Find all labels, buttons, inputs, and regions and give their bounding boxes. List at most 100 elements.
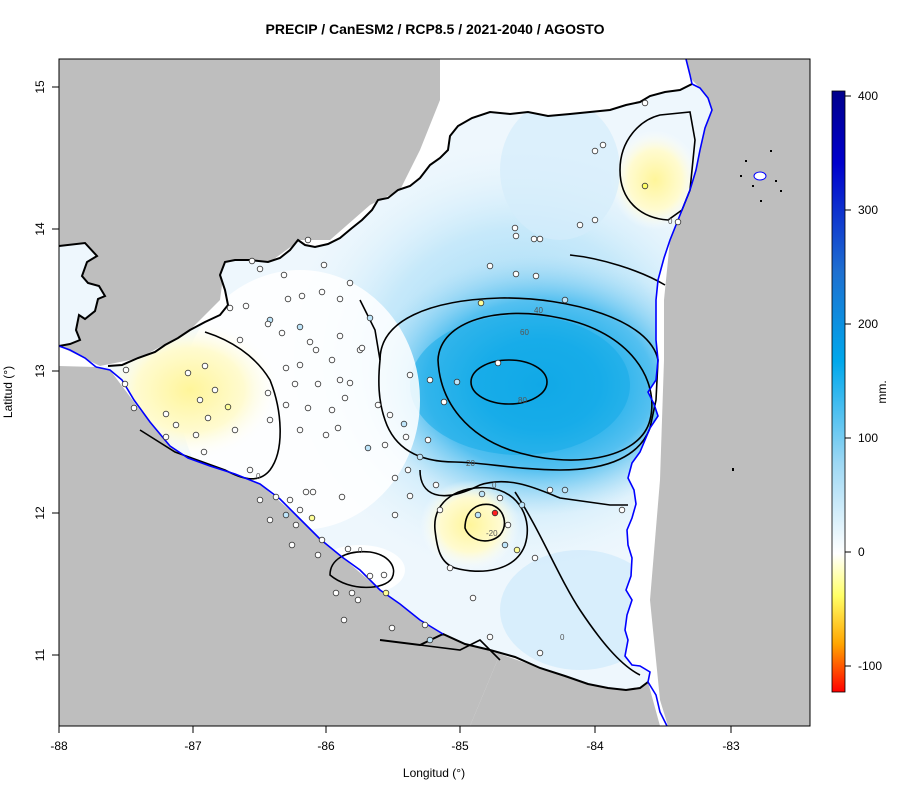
station-marker	[328, 406, 336, 414]
station-marker	[364, 444, 372, 452]
station-marker	[512, 232, 520, 240]
station-marker	[641, 182, 649, 190]
station-marker	[469, 594, 477, 602]
station-marker	[122, 366, 130, 374]
x-tick-label: -87	[184, 739, 202, 753]
station-marker	[532, 272, 540, 280]
station-marker	[406, 492, 414, 500]
station-marker	[404, 466, 412, 474]
station-marker	[278, 329, 286, 337]
contour-label-80: 80	[518, 396, 527, 405]
y-tick-labels: 15 14 13 12 11	[33, 80, 47, 661]
station-marker	[192, 431, 200, 439]
station-marker	[511, 224, 519, 232]
station-marker	[304, 404, 312, 412]
station-marker	[184, 369, 192, 377]
y-axis	[52, 86, 60, 656]
map-title: PRECIP / CanESM2 / RCP8.5 / 2021-2040 / …	[265, 21, 605, 37]
colorbar-tick: 0	[858, 545, 865, 559]
station-marker	[366, 572, 374, 580]
station-marker	[531, 554, 539, 562]
station-marker	[366, 314, 374, 322]
station-marker	[486, 633, 494, 641]
station-marker	[336, 376, 344, 384]
station-marker	[332, 589, 340, 597]
station-marker	[421, 621, 429, 629]
station-marker	[318, 288, 326, 296]
station-marker	[496, 494, 504, 502]
colorbar-tick: 200	[858, 317, 878, 331]
station-marker	[298, 292, 306, 300]
station-marker	[341, 394, 349, 402]
station-marker	[346, 279, 354, 287]
station-marker	[513, 546, 521, 554]
station-marker	[306, 338, 314, 346]
station-marker	[308, 514, 316, 522]
station-marker	[561, 296, 569, 304]
station-marker	[242, 302, 250, 310]
station-marker	[336, 295, 344, 303]
x-tick-label: -86	[317, 739, 335, 753]
station-marker	[256, 496, 264, 504]
y-tick-label: 15	[33, 80, 47, 94]
station-marker	[282, 511, 290, 519]
station-marker	[374, 401, 382, 409]
station-marker	[296, 506, 304, 514]
contour-label-60: 60	[520, 328, 529, 337]
station-marker	[436, 506, 444, 514]
colorbar-tick: -100	[858, 659, 882, 673]
station-marker	[318, 536, 326, 544]
contour-label-0b: 0	[358, 546, 363, 555]
station-marker	[312, 346, 320, 354]
station-marker	[591, 147, 599, 155]
station-marker	[320, 261, 328, 269]
station-marker	[474, 511, 482, 519]
station-marker	[282, 401, 290, 409]
station-marker	[346, 379, 354, 387]
station-marker	[599, 141, 607, 149]
station-marker	[424, 436, 432, 444]
station-marker	[334, 424, 342, 432]
station-marker	[400, 420, 408, 428]
colorbar-tick: 400	[858, 89, 878, 103]
station-marker	[130, 404, 138, 412]
station-marker	[266, 416, 274, 424]
station-marker	[491, 509, 499, 517]
station-marker	[386, 411, 394, 419]
station-marker	[344, 545, 352, 553]
station-marker	[432, 481, 440, 489]
station-marker	[292, 521, 300, 529]
contour-label-0d: 0	[668, 217, 673, 226]
station-marker	[264, 320, 272, 328]
station-marker	[382, 589, 390, 597]
station-marker	[204, 414, 212, 422]
station-marker	[338, 493, 346, 501]
x-tick-label: -84	[586, 739, 604, 753]
station-marker	[322, 431, 330, 439]
coastline	[59, 59, 713, 726]
station-marker	[280, 271, 288, 279]
contour-label-0c: 0	[256, 472, 261, 481]
station-marker	[200, 448, 208, 456]
colorbar-tick: 100	[858, 431, 878, 445]
station-marker	[266, 516, 274, 524]
station-marker	[304, 236, 312, 244]
y-tick-label: 13	[33, 364, 47, 378]
station-marker	[536, 649, 544, 657]
station-marker	[296, 323, 304, 331]
station-marker	[282, 364, 290, 372]
station-marker	[211, 386, 219, 394]
station-marker	[314, 380, 322, 388]
x-tick-label: -85	[451, 739, 469, 753]
station-marker	[224, 403, 232, 411]
y-axis-title: Latitud (°)	[1, 366, 15, 418]
station-marker	[291, 380, 299, 388]
station-marker	[256, 265, 264, 273]
station-marker	[518, 501, 526, 509]
station-marker	[231, 426, 239, 434]
y-tick-label: 14	[33, 222, 47, 236]
station-marker	[226, 304, 234, 312]
station-marker	[486, 262, 494, 270]
station-marker	[309, 488, 317, 496]
station-marker	[494, 359, 502, 367]
